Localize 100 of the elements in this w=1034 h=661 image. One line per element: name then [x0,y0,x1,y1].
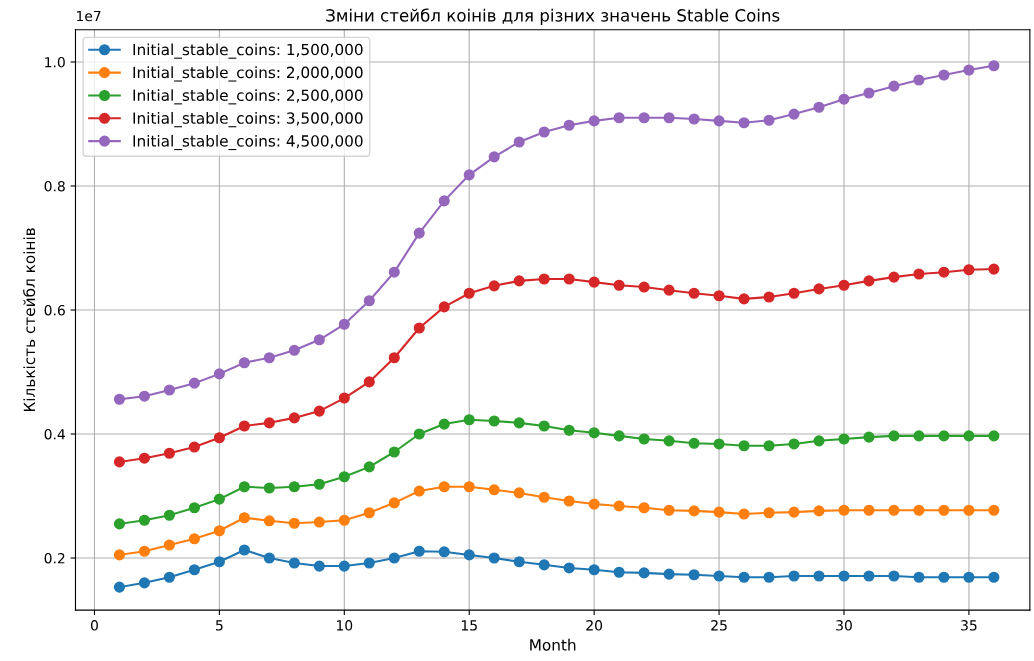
point [363,461,375,473]
point [213,525,225,537]
point [938,504,950,516]
point [263,352,275,364]
point [513,275,525,287]
chart-title: Зміни стейбл коінів для різних значень Stable Coins [326,8,780,25]
point [538,491,550,503]
point [288,481,300,493]
point [663,112,675,124]
point [488,151,500,163]
point [538,420,550,432]
point [738,117,750,129]
point [363,376,375,388]
point [563,119,575,131]
point [913,571,925,583]
point [938,266,950,278]
point [838,570,850,582]
point [413,485,425,497]
point [438,418,450,430]
text: 1e7 [77,10,101,22]
point [813,101,825,113]
point [263,515,275,527]
point [688,505,700,517]
point [638,567,650,579]
point [638,433,650,445]
point [938,69,950,81]
point [313,405,325,417]
x-tick-label: 10 [337,620,353,631]
point [363,557,375,569]
x-tick-label: 35 [961,620,977,631]
point [988,430,1000,442]
point [313,516,325,528]
point [613,566,625,578]
point [863,504,875,516]
legend-label: Initial_stable_coins: 2,500,000 [133,89,363,105]
point [788,570,800,582]
point [688,437,700,449]
point [663,284,675,296]
point [113,456,126,468]
point [763,291,775,303]
point [488,552,500,564]
point [438,546,450,558]
point [138,452,150,464]
point [238,357,250,369]
point [763,114,775,126]
point [463,549,475,561]
x-axis-title: Month [530,638,576,651]
point [488,484,500,496]
point [863,431,875,443]
point [588,427,600,439]
x-tick-label: 0 [90,620,98,631]
point [313,334,325,346]
point [313,560,325,572]
point [338,392,350,404]
point [688,569,700,581]
point [988,504,1000,516]
point [713,115,725,127]
point [688,287,700,299]
point [963,64,975,76]
legend-label: Initial_stable_coins: 3,500,000 [133,112,363,128]
point [838,504,850,516]
point [863,275,875,287]
point [188,564,200,576]
point [113,393,126,405]
y-tick-label: 0.2 [44,552,65,564]
point [413,545,425,557]
point [138,390,150,402]
point [538,559,550,571]
y-tick-label: 0.6 [44,304,65,316]
point [738,508,750,520]
point [188,377,200,389]
point [513,487,525,499]
point [113,518,126,530]
point [338,471,350,483]
point [838,279,850,291]
point [288,557,300,569]
point [613,112,625,124]
point [988,263,1000,275]
point [113,581,126,593]
point [913,268,925,280]
point [738,571,750,583]
y-tick-label: 0.4 [44,428,65,440]
point [813,570,825,582]
point [663,504,675,516]
point [288,412,300,424]
point [463,169,475,181]
point [963,571,975,583]
point [438,195,450,207]
point [563,495,575,507]
point [388,352,400,364]
point [888,430,900,442]
point [463,414,475,426]
point [213,556,225,568]
point [738,293,750,305]
point [638,502,650,514]
point [413,428,425,440]
point [438,481,450,493]
point [788,438,800,450]
point [163,447,175,459]
point [988,60,1000,72]
